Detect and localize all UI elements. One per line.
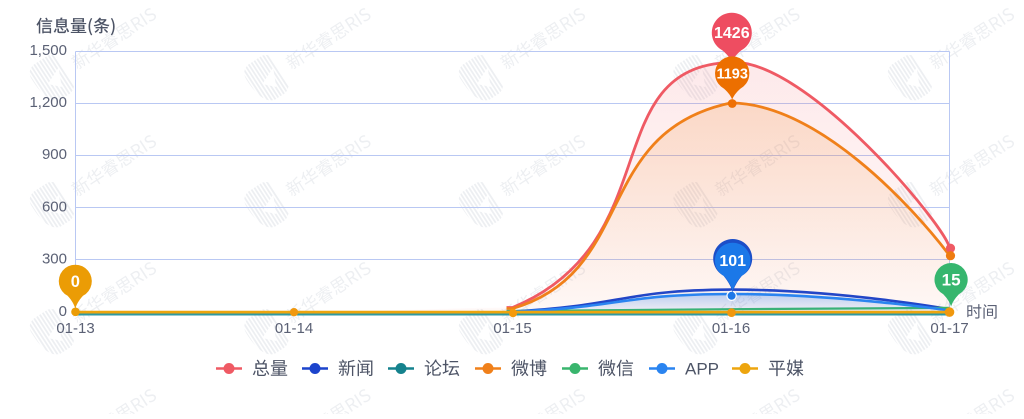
svg-text:01-13: 01-13	[56, 320, 94, 337]
svg-text:01-17: 01-17	[930, 320, 968, 337]
svg-text:0: 0	[71, 273, 80, 291]
svg-text:1,200: 1,200	[29, 94, 67, 111]
svg-text:01-14: 01-14	[275, 320, 313, 337]
svg-text:01-15: 01-15	[493, 320, 531, 337]
svg-text:1193: 1193	[716, 67, 747, 83]
svg-text:APP: APP	[685, 360, 719, 379]
svg-text:300: 300	[42, 251, 67, 268]
svg-text:1,500: 1,500	[29, 42, 67, 59]
svg-text:900: 900	[42, 146, 67, 163]
svg-text:600: 600	[42, 198, 67, 215]
svg-text:15: 15	[942, 271, 961, 290]
svg-text:1426: 1426	[714, 25, 750, 42]
svg-text:0: 0	[59, 303, 67, 320]
svg-text:01-16: 01-16	[712, 320, 750, 337]
svg-text:101: 101	[719, 253, 746, 270]
